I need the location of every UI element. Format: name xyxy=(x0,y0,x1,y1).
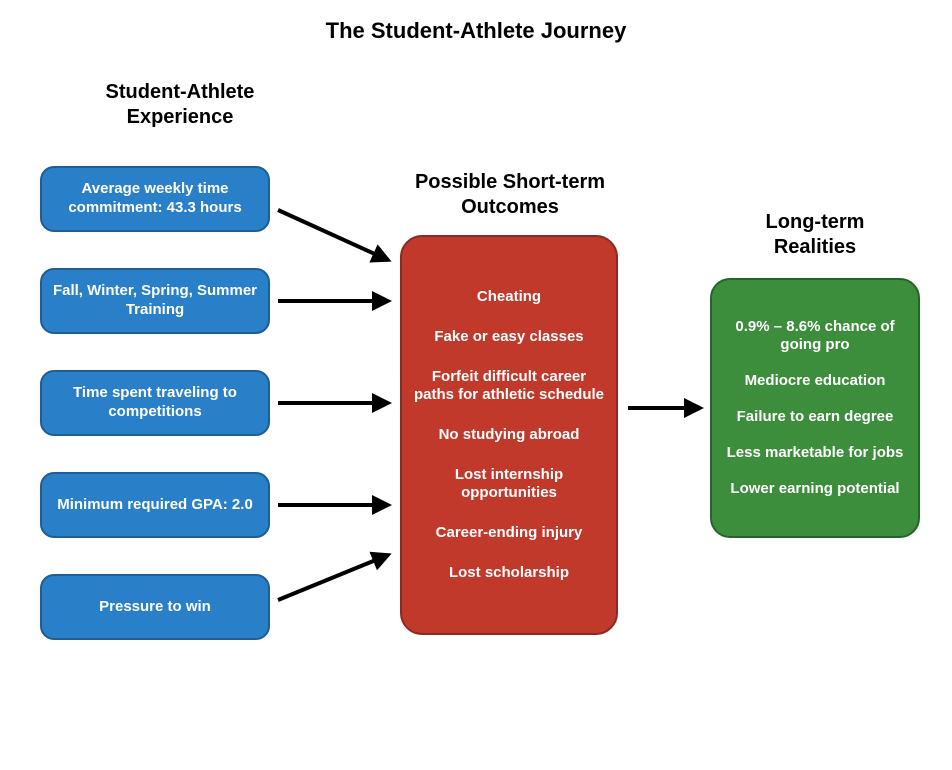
longterm-item-4: Lower earning potential xyxy=(730,480,899,498)
shortterm-item-1: Fake or easy classes xyxy=(434,328,583,346)
shortterm-item-0: Cheating xyxy=(477,288,541,306)
exp-box-0: Average weekly time commitment: 43.3 hou… xyxy=(40,166,270,232)
longterm-item-2: Failure to earn degree xyxy=(737,408,894,426)
exp-box-3: Minimum required GPA: 2.0 xyxy=(40,472,270,538)
shortterm-item-4: Lost internship opportunities xyxy=(412,466,606,502)
header-longterm: Long-term Realities xyxy=(720,210,910,260)
shortterm-item-6: Lost scholarship xyxy=(449,564,569,582)
longterm-box: 0.9% – 8.6% chance of going pro Mediocre… xyxy=(710,278,920,538)
shortterm-item-2: Forfeit difficult career paths for athle… xyxy=(412,368,606,404)
header-shortterm: Possible Short-term Outcomes xyxy=(395,170,625,220)
exp-box-1: Fall, Winter, Spring, Summer Training xyxy=(40,268,270,334)
header-longterm-l1: Long-term xyxy=(766,211,865,233)
longterm-item-0: 0.9% – 8.6% chance of going pro xyxy=(722,318,908,354)
header-experience-l2: Experience xyxy=(127,106,234,128)
shortterm-item-3: No studying abroad xyxy=(439,426,580,444)
header-experience: Student-Athlete Experience xyxy=(70,80,290,130)
shortterm-box: Cheating Fake or easy classes Forfeit di… xyxy=(400,235,618,635)
header-shortterm-l2: Outcomes xyxy=(461,196,559,218)
longterm-item-3: Less marketable for jobs xyxy=(727,444,904,462)
header-longterm-l2: Realities xyxy=(774,236,856,258)
header-experience-l1: Student-Athlete xyxy=(106,81,255,103)
exp-box-2: Time spent traveling to competitions xyxy=(40,370,270,436)
shortterm-item-5: Career-ending injury xyxy=(436,524,583,542)
exp-box-4: Pressure to win xyxy=(40,574,270,640)
diagram-canvas: The Student-Athlete Journey Student-Athl… xyxy=(0,0,952,770)
header-shortterm-l1: Possible Short-term xyxy=(415,171,605,193)
longterm-item-1: Mediocre education xyxy=(745,372,886,390)
main-title: The Student-Athlete Journey xyxy=(0,18,952,44)
